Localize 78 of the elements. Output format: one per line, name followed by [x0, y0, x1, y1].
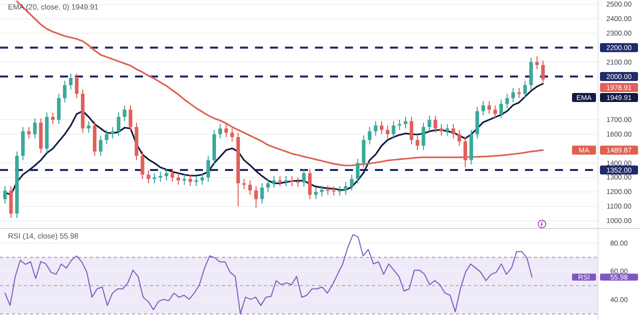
candlestick	[140, 151, 144, 180]
candlestick	[422, 122, 426, 151]
candlestick	[493, 104, 497, 119]
candlestick	[308, 168, 312, 200]
candlestick	[541, 60, 545, 83]
candlestick	[446, 124, 450, 136]
candlestick	[296, 176, 300, 188]
candlestick	[332, 186, 336, 196]
candlestick	[254, 186, 258, 208]
candlestick	[152, 172, 156, 184]
candlestick	[362, 135, 366, 168]
candlestick	[326, 184, 330, 196]
line-series	[4, 234, 532, 314]
candlestick	[3, 186, 7, 204]
candlestick	[344, 181, 348, 196]
candlestick	[440, 124, 444, 136]
candlestick	[206, 155, 210, 182]
candlestick	[505, 93, 509, 109]
candlestick	[266, 178, 270, 192]
candlestick	[116, 112, 120, 136]
candlestick	[284, 176, 288, 187]
candlestick	[404, 116, 408, 129]
candlestick	[164, 168, 168, 181]
candlestick	[380, 120, 384, 135]
candlestick	[392, 120, 396, 140]
candlestick	[452, 124, 456, 140]
candlestick	[428, 114, 432, 132]
candlestick	[146, 170, 150, 184]
candlestick	[9, 186, 13, 218]
candlestick	[230, 128, 234, 142]
candlestick	[218, 124, 222, 140]
candlestick	[224, 124, 228, 138]
candlestick	[517, 88, 521, 99]
candlestick	[158, 171, 162, 182]
candlestick	[74, 73, 79, 99]
candlestick	[350, 174, 354, 191]
candlestick	[356, 158, 360, 184]
candlestick	[104, 129, 108, 145]
candlestick	[368, 126, 372, 145]
candlestick	[374, 120, 378, 136]
candlestick	[523, 80, 527, 99]
candlestick	[410, 116, 414, 145]
candlestick	[499, 99, 503, 119]
candlestick	[290, 176, 294, 187]
candlestick	[57, 93, 61, 125]
candlestick	[128, 104, 132, 132]
candlestick	[86, 120, 90, 134]
candlestick	[434, 114, 438, 134]
candlestick	[272, 176, 276, 188]
candlestick	[122, 104, 126, 122]
candlestick	[170, 168, 174, 182]
candlestick	[535, 56, 539, 70]
candlestick	[68, 73, 73, 90]
candlestick	[475, 106, 480, 140]
candlestick	[481, 100, 486, 116]
candlestick	[386, 125, 390, 140]
candlestick	[314, 187, 318, 200]
candlestick	[194, 176, 198, 187]
candlestick	[182, 174, 186, 186]
candlestick	[338, 186, 342, 196]
candlestick	[248, 180, 252, 196]
candlestick	[188, 174, 192, 187]
candlestick	[200, 172, 204, 186]
candlestick	[98, 135, 102, 156]
candlestick	[51, 112, 55, 125]
candlestick	[458, 129, 462, 146]
candlestick	[398, 119, 402, 130]
candlestick	[320, 184, 324, 197]
candlestick	[416, 135, 420, 151]
candlestick	[260, 182, 264, 204]
candlestick	[302, 168, 306, 188]
candlestick	[487, 100, 491, 114]
candlestick	[511, 88, 515, 103]
candlestick	[529, 57, 533, 90]
candlestick	[33, 118, 37, 140]
candlestick	[176, 172, 180, 186]
candlestick	[278, 176, 282, 187]
candlestick	[62, 80, 67, 103]
